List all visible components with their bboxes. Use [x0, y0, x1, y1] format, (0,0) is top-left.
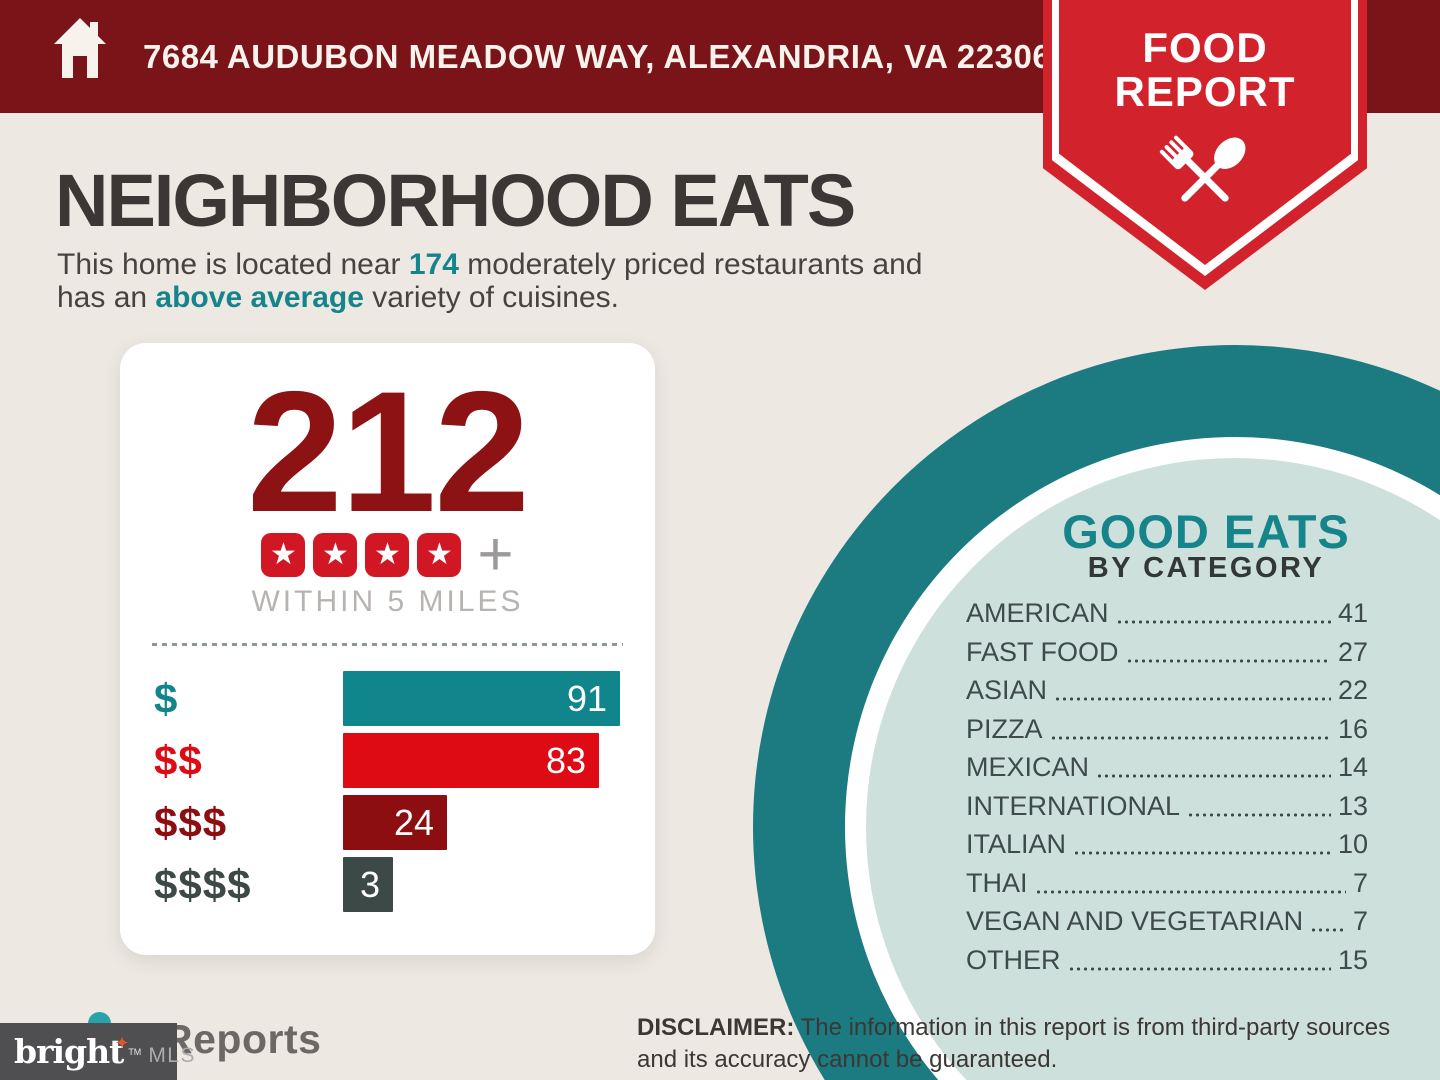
house-icon — [54, 18, 106, 78]
category-row: PIZZA 16 — [966, 713, 1368, 745]
dotted-leader — [1073, 851, 1331, 855]
star-badge: ★ — [261, 533, 306, 577]
category-value: 41 — [1337, 598, 1368, 628]
category-label: FAST FOOD — [966, 636, 1119, 667]
category-value: 7 — [1352, 867, 1368, 898]
category-label: THAI — [966, 867, 1028, 898]
bright-logo: bright ✦ — [14, 1032, 128, 1071]
ribbon-title: FOOD REPORT — [1043, 26, 1367, 114]
good-eats-subtitle: BY CATEGORY — [1087, 552, 1325, 584]
page-subtitle: This home is located near 174 moderately… — [57, 248, 923, 314]
category-row: ASIAN 22 — [966, 675, 1368, 706]
price-bar: 91 — [343, 671, 620, 726]
price-bar-value: 83 — [545, 739, 586, 781]
subtitle-text: This home is located near — [57, 248, 409, 281]
dotted-leader — [1310, 928, 1346, 932]
divider — [152, 643, 623, 646]
category-label: ASIAN — [966, 675, 1048, 705]
total-restaurants: 212 — [247, 356, 530, 548]
price-row: $$$$ 3 — [154, 857, 621, 912]
dotted-leader — [1125, 658, 1331, 663]
partner-logo-text: Reports — [163, 1016, 322, 1062]
price-level-label: $ — [154, 674, 179, 722]
category-label: PIZZA — [966, 713, 1043, 744]
variety-highlight: above average — [155, 281, 364, 314]
star-icon: ★ — [425, 538, 453, 571]
category-label: AMERICAN — [966, 598, 1109, 628]
star-badge: ★ — [365, 533, 410, 577]
star-badge: ★ — [313, 533, 358, 577]
ribbon-line2: REPORT — [1114, 68, 1296, 115]
price-row: $91 — [154, 671, 621, 726]
star-icon: ★ — [321, 538, 349, 571]
disclaimer-text: The information in this report is from t… — [637, 1014, 1391, 1073]
category-row: THAI 7 — [966, 867, 1368, 899]
price-level-label: $$$ — [154, 798, 228, 846]
category-label: INTERNATIONAL — [966, 790, 1181, 821]
dotted-leader — [1067, 966, 1331, 971]
category-value: 14 — [1337, 752, 1368, 782]
price-bar: 83 — [343, 733, 599, 788]
category-label: MEXICAN — [966, 752, 1090, 782]
category-value: 16 — [1337, 713, 1368, 744]
star-icon: ★ — [373, 538, 401, 571]
stars-row: ★ ★ ★ ★ + — [120, 520, 655, 589]
category-value: 7 — [1352, 906, 1368, 936]
property-address: 7684 AUDUBON MEADOW WAY, ALEXANDRIA, VA … — [143, 37, 1052, 75]
ribbon-line1: FOOD — [1142, 24, 1268, 71]
dotted-leader — [1054, 697, 1331, 701]
dotted-leader — [1034, 889, 1346, 894]
price-bar-value: 91 — [566, 677, 607, 719]
price-bars: $91 $$ 83 $$$ 24 $$$$ 3 — [154, 671, 621, 919]
category-value: 15 — [1337, 944, 1368, 975]
price-level-label: $$ — [154, 736, 203, 784]
restaurant-stats-card: 212 ★ ★ ★ ★ + WITHIN 5 MILES $91 $$ 83 $$$ 24 $$$… — [120, 343, 655, 955]
bright-mls-watermark: bright ✦ TM MLS — [0, 1023, 195, 1080]
category-label: VEGAN AND VEGETARIAN — [966, 906, 1304, 936]
food-report-ribbon: FOOD REPORT — [1043, 0, 1367, 290]
category-row: ITALIAN 10 — [966, 829, 1368, 860]
category-row: AMERICAN 41 — [966, 598, 1368, 629]
dotted-leader — [1096, 774, 1331, 778]
subtitle-text: has an — [57, 281, 156, 314]
subtitle-text: variety of cuisines. — [363, 281, 619, 314]
price-row: $$$ 24 — [154, 795, 621, 850]
category-label: ITALIAN — [966, 829, 1067, 859]
price-level-label: $$$$ — [154, 860, 252, 908]
good-eats-title: GOOD EATS — [1062, 505, 1350, 558]
plus-sign: + — [477, 520, 514, 589]
category-value: 22 — [1337, 675, 1368, 705]
category-row: OTHER 15 — [966, 944, 1368, 976]
price-bar-value: 24 — [393, 801, 434, 843]
price-bar: 3 — [343, 857, 393, 912]
category-row: MEXICAN 14 — [966, 752, 1368, 783]
radius-caption: WITHIN 5 MILES — [251, 585, 524, 618]
disclaimer: DISCLAIMER: The information in this repo… — [637, 1012, 1395, 1076]
category-row: VEGAN AND VEGETARIAN 7 — [966, 906, 1368, 937]
spoon-fork-icon — [1159, 135, 1246, 202]
bright-star-icon: ✦ — [115, 1035, 129, 1052]
star-badge: ★ — [417, 533, 462, 577]
category-label: OTHER — [966, 944, 1061, 975]
category-value: 10 — [1337, 829, 1368, 859]
price-row: $$ 83 — [154, 733, 621, 788]
category-row: FAST FOOD 27 — [966, 636, 1368, 668]
category-value: 13 — [1337, 790, 1368, 821]
price-bar: 24 — [343, 795, 447, 850]
price-bar-value: 3 — [359, 863, 380, 905]
star-icon: ★ — [269, 538, 297, 571]
trademark-symbol: TM — [128, 1046, 142, 1057]
dotted-leader — [1049, 735, 1331, 740]
dotted-leader — [1187, 812, 1331, 817]
category-value: 27 — [1337, 636, 1368, 667]
subtitle-text: moderately priced restaurants and — [458, 248, 923, 281]
disclaimer-label: DISCLAIMER: — [637, 1014, 795, 1041]
category-row: INTERNATIONAL 13 — [966, 790, 1368, 822]
dotted-leader — [1115, 620, 1331, 624]
page-title: NEIGHBORHOOD EATS — [55, 159, 856, 242]
category-list: AMERICAN 41 FAST FOOD 27 ASIAN 22 PIZZA 16 MEXIC… — [966, 598, 1368, 986]
restaurant-count: 174 — [408, 248, 459, 281]
mls-label: MLS — [148, 1043, 196, 1067]
